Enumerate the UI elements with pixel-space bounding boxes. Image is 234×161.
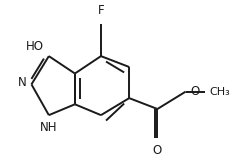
- Text: F: F: [98, 4, 104, 17]
- Text: O: O: [153, 144, 162, 157]
- Text: O: O: [191, 85, 200, 98]
- Text: N: N: [18, 76, 26, 89]
- Text: CH₃: CH₃: [210, 87, 230, 97]
- Text: NH: NH: [40, 121, 58, 134]
- Text: HO: HO: [26, 39, 44, 52]
